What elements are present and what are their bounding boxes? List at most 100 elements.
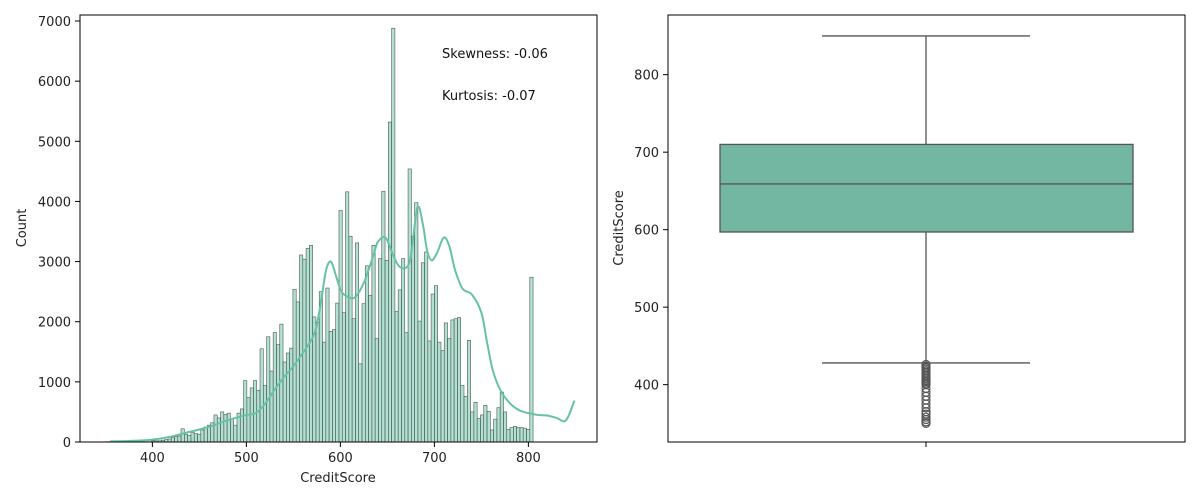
histogram-bar <box>480 414 485 443</box>
histogram-bar <box>197 433 202 443</box>
kurtosis-annotation: Kurtosis: -0.07 <box>442 89 536 104</box>
histogram-bar <box>216 417 221 443</box>
histogram-bar <box>378 258 383 443</box>
histogram-bar <box>473 402 478 443</box>
histogram-bar <box>328 331 333 443</box>
histogram-bar <box>170 437 175 443</box>
histogram-bar <box>407 168 412 443</box>
histogram-bar <box>246 397 251 443</box>
histogram-bar <box>503 411 508 443</box>
histogram-bar <box>381 190 386 443</box>
outlier-point <box>921 412 931 422</box>
skewness-annotation: Skewness: -0.06 <box>442 47 548 62</box>
histogram-bar <box>213 414 218 443</box>
iqr-box <box>719 143 1134 233</box>
histogram-bar <box>180 428 185 443</box>
histogram-bar <box>233 424 238 443</box>
histogram-bar <box>499 391 504 443</box>
boxplot-elements <box>719 35 1134 429</box>
outlier-point <box>921 414 931 425</box>
histogram-bar <box>289 347 294 443</box>
histogram-bar <box>338 210 343 443</box>
y-tick-label: 800 <box>634 69 659 84</box>
histogram-bar <box>332 329 336 443</box>
histogram-bar <box>430 293 435 443</box>
y-tick-label: 0 <box>63 436 71 451</box>
histogram-bar <box>177 435 182 443</box>
histogram-bar <box>394 311 399 443</box>
y-tick-label: 400 <box>634 379 659 394</box>
histogram-bar <box>256 389 261 443</box>
boxplot-y-label: CreditScore <box>612 190 627 266</box>
histogram-bar <box>315 322 320 443</box>
histogram-bar <box>447 338 452 443</box>
histogram-bar <box>420 262 425 443</box>
histogram-bar <box>322 341 327 443</box>
histogram-bar <box>417 320 422 443</box>
histogram-y-label: Count <box>15 209 30 248</box>
histogram-bar <box>450 319 455 443</box>
histogram-bar <box>411 236 415 443</box>
histogram-bar <box>361 303 366 443</box>
histogram-bar <box>509 427 514 443</box>
histogram-bar <box>345 191 350 443</box>
x-tick-label: 400 <box>140 451 165 466</box>
histogram-bar <box>526 429 531 443</box>
histogram-bar <box>506 429 511 443</box>
histogram-bar <box>351 318 356 443</box>
x-tick-label: 500 <box>234 451 259 466</box>
histogram-bar <box>174 436 179 443</box>
histogram-x-ticks: 400 500 600 700 800 <box>140 442 541 466</box>
histogram-bar <box>253 380 258 443</box>
y-tick-label: 500 <box>634 301 659 316</box>
histogram-bar <box>513 426 517 443</box>
histogram-bar <box>391 27 396 443</box>
histogram-bar <box>437 341 442 443</box>
histogram-bar <box>200 429 205 443</box>
histogram-bar <box>404 332 409 443</box>
histogram-bar <box>440 350 445 443</box>
histogram-bar <box>187 435 192 443</box>
histogram-bar <box>374 338 379 443</box>
y-tick-label: 1000 <box>38 376 71 391</box>
histogram-bar <box>368 294 373 443</box>
x-tick-label: 700 <box>422 451 447 466</box>
histogram-bar <box>490 429 494 443</box>
histogram-bar <box>463 395 468 443</box>
histogram-bar <box>496 407 501 443</box>
histogram-bar <box>388 121 392 443</box>
outlier-point <box>921 403 931 413</box>
histogram-bar <box>476 418 481 443</box>
histogram-bar <box>384 260 389 443</box>
histogram-bar <box>266 336 271 443</box>
histogram-bar <box>424 251 429 443</box>
histogram-bar <box>262 385 267 443</box>
histogram-x-label: CreditScore <box>300 471 376 486</box>
histogram-bar <box>364 265 369 443</box>
histogram-bar <box>529 276 534 443</box>
histogram-bar <box>341 312 346 443</box>
histogram-bar <box>295 301 300 443</box>
histogram-bar <box>457 317 462 443</box>
histogram-bar <box>286 352 290 443</box>
histogram-bar <box>519 427 524 443</box>
histogram-bar <box>397 289 402 443</box>
histogram-bar <box>193 433 198 443</box>
histogram-bar <box>371 245 376 443</box>
y-tick-label: 4000 <box>38 195 71 210</box>
boxplot-y-ticks: 400 500 600 700 800 <box>634 69 668 394</box>
histogram-bar <box>453 318 458 443</box>
histogram-panel: 400 500 600 700 800 0 1000 2000 3000 4000 5000 600… <box>15 14 598 486</box>
kde-curve <box>110 205 576 443</box>
histogram-bar <box>516 427 521 443</box>
outlier-point <box>921 418 931 429</box>
histogram-bar <box>230 418 234 443</box>
y-tick-label: 7000 <box>38 15 71 30</box>
histogram-bar <box>299 254 304 443</box>
histogram-bar <box>226 412 231 443</box>
histogram-bar <box>184 433 188 443</box>
histogram-bar <box>522 427 527 443</box>
histogram-bar <box>483 405 488 443</box>
histogram-y-ticks: 0 1000 2000 3000 4000 5000 6000 7000 <box>38 15 80 451</box>
y-tick-label: 5000 <box>38 135 71 150</box>
